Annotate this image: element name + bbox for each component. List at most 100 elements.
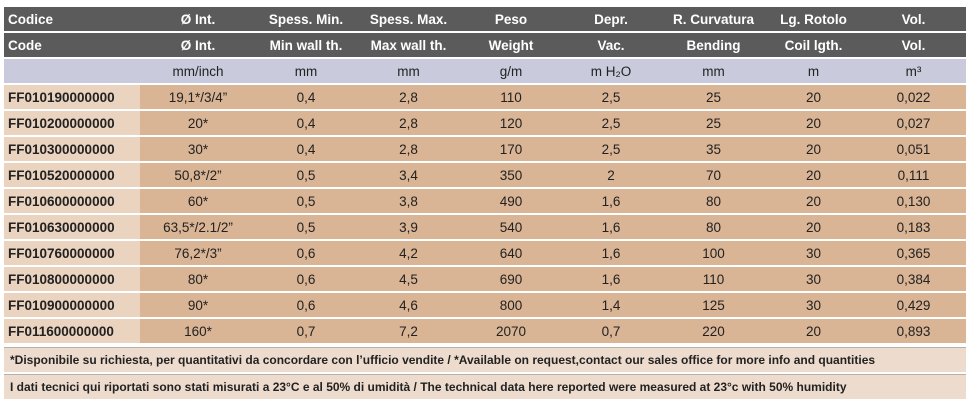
data-cell: 1,6: [561, 215, 661, 239]
header-row: Code Ø Int. Min wall th. Max wall th. Weight…: [4, 33, 966, 57]
data-row: FF010300000000 30* 0,4 2,8 170 2,5 35 20 0,051: [4, 137, 966, 161]
header-cell: Coil lgth.: [766, 33, 861, 57]
data-cell: 120: [461, 111, 561, 135]
data-cell: 63,5*/2.1/2”: [140, 215, 256, 239]
data-cell: 0,4: [256, 85, 356, 109]
data-cell: 4,5: [356, 267, 461, 291]
data-cell: 80*: [140, 267, 256, 291]
units-cell: mm/inch: [140, 59, 256, 83]
units-cell: m H₂O: [561, 59, 661, 83]
footnotes: *Disponibile su richiesta, per quantitat…: [4, 347, 966, 399]
spec-table: Codice Ø Int. Spess. Min. Spess. Max. Peso De…: [4, 5, 966, 345]
data-cell: 110: [461, 85, 561, 109]
data-cell: 76,2*/3”: [140, 241, 256, 265]
data-cell: 0,022: [861, 85, 966, 109]
data-cell: 1,6: [561, 241, 661, 265]
header-cell: Spess. Max.: [356, 7, 461, 31]
data-cell: 3,4: [356, 163, 461, 187]
data-row: FF010760000000 76,2*/3” 0,6 4,2 640 1,6 100 30 0…: [4, 241, 966, 265]
data-cell: 30*: [140, 137, 256, 161]
data-cell: 220: [661, 319, 766, 343]
data-cell: 50,8*/2”: [140, 163, 256, 187]
data-cell: 2070: [461, 319, 561, 343]
data-cell: 0,6: [256, 293, 356, 317]
data-cell: 3,9: [356, 215, 461, 239]
data-cell: 0,7: [561, 319, 661, 343]
data-cell: 0,893: [861, 319, 966, 343]
code-cell: FF010800000000: [4, 267, 140, 291]
units-cell: [4, 59, 140, 83]
data-cell: 1,6: [561, 189, 661, 213]
data-cell: 25: [661, 111, 766, 135]
header-cell: Max wall th.: [356, 33, 461, 57]
data-cell: 30: [766, 241, 861, 265]
footnote: I dati tecnici qui riportati sono stati …: [4, 374, 966, 399]
data-cell: 2,5: [561, 137, 661, 161]
data-cell: 540: [461, 215, 561, 239]
data-row: FF011600000000 160* 0,7 7,2 2070 0,7 220 20 0,89…: [4, 319, 966, 343]
data-cell: 100: [661, 241, 766, 265]
data-cell: 0,384: [861, 267, 966, 291]
header-cell: Lg. Rotolo: [766, 7, 861, 31]
data-cell: 125: [661, 293, 766, 317]
data-cell: 0,6: [256, 241, 356, 265]
code-cell: FF011600000000: [4, 319, 140, 343]
header-cell: Peso: [461, 7, 561, 31]
data-cell: 0,7: [256, 319, 356, 343]
header-cell: Ø Int.: [140, 33, 256, 57]
data-cell: 20: [766, 137, 861, 161]
data-cell: 20: [766, 189, 861, 213]
data-cell: 690: [461, 267, 561, 291]
data-cell: 70: [661, 163, 766, 187]
spec-sheet: Codice Ø Int. Spess. Min. Spess. Max. Peso De…: [4, 5, 966, 399]
code-cell: FF010600000000: [4, 189, 140, 213]
data-cell: 19,1*/3/4”: [140, 85, 256, 109]
code-cell: FF010630000000: [4, 215, 140, 239]
header-cell: Codice: [4, 7, 140, 31]
data-cell: 2: [561, 163, 661, 187]
data-cell: 90*: [140, 293, 256, 317]
data-cell: 1,6: [561, 267, 661, 291]
data-cell: 30: [766, 293, 861, 317]
header-cell: Weight: [461, 33, 561, 57]
data-cell: 0,027: [861, 111, 966, 135]
data-cell: 0,183: [861, 215, 966, 239]
data-cell: 800: [461, 293, 561, 317]
data-cell: 80: [661, 215, 766, 239]
data-cell: 2,8: [356, 85, 461, 109]
code-cell: FF010520000000: [4, 163, 140, 187]
data-cell: 35: [661, 137, 766, 161]
header-cell: Vac.: [561, 33, 661, 57]
units-cell: mm: [661, 59, 766, 83]
data-row: FF010190000000 19,1*/3/4” 0,4 2,8 110 2,5 25 20…: [4, 85, 966, 109]
code-cell: FF010300000000: [4, 137, 140, 161]
data-cell: 170: [461, 137, 561, 161]
data-cell: 20: [766, 111, 861, 135]
data-row: FF010900000000 90* 0,6 4,6 800 1,4 125 30 0,429: [4, 293, 966, 317]
code-cell: FF010760000000: [4, 241, 140, 265]
data-cell: 0,5: [256, 215, 356, 239]
header-cell: Code: [4, 33, 140, 57]
data-cell: 20: [766, 319, 861, 343]
data-cell: 3,8: [356, 189, 461, 213]
data-cell: 110: [661, 267, 766, 291]
code-cell: FF010200000000: [4, 111, 140, 135]
data-row: FF010520000000 50,8*/2” 0,5 3,4 350 2 70 20 0,11…: [4, 163, 966, 187]
data-cell: 4,6: [356, 293, 461, 317]
data-cell: 640: [461, 241, 561, 265]
data-cell: 25: [661, 85, 766, 109]
header-cell: Spess. Min.: [256, 7, 356, 31]
units-cell: m: [766, 59, 861, 83]
header-cell: Vol.: [861, 7, 966, 31]
data-cell: 2,5: [561, 111, 661, 135]
code-cell: FF010190000000: [4, 85, 140, 109]
data-cell: 20: [766, 215, 861, 239]
header-cell: Vol.: [861, 33, 966, 57]
data-cell: 0,4: [256, 111, 356, 135]
data-cell: 160*: [140, 319, 256, 343]
data-row: FF010800000000 80* 0,6 4,5 690 1,6 110 30 0,384: [4, 267, 966, 291]
data-cell: 4,2: [356, 241, 461, 265]
data-cell: 80: [661, 189, 766, 213]
